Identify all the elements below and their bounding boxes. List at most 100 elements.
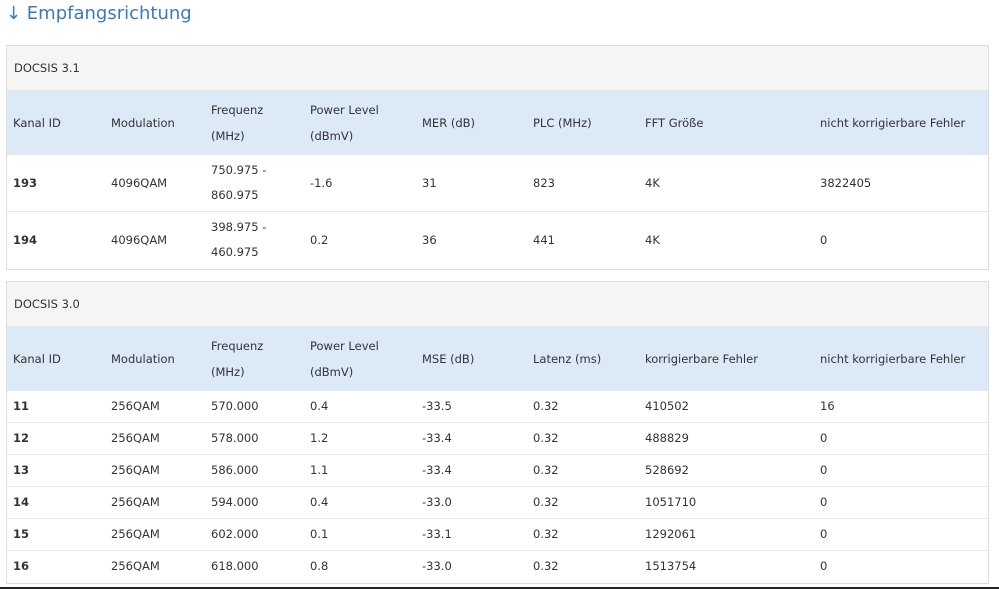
table-head: Kanal ID Modulation Frequenz (MHz) Power Le… (7, 91, 988, 155)
channel-row: 194 4096QAM 398.975 - 460.975 0.2 36 441 4K 0 (7, 211, 988, 269)
header-row: Kanal ID Modulation Frequenz (MHz) Power Le… (7, 327, 988, 391)
cell: 0 (814, 486, 988, 519)
section-title: ↓ Empfangsrichtung (6, 3, 192, 24)
column-header: Modulation (105, 327, 205, 391)
cell: 0.2 (304, 211, 416, 269)
cell: 13 (7, 454, 105, 487)
cell: 16 (814, 390, 988, 423)
column-header: Frequenz (MHz) (205, 91, 304, 155)
cell: 31 (416, 154, 527, 212)
channel-row: 15 256QAM 602.000 0.1 -33.1 0.32 1292061 0 (7, 518, 988, 551)
cell: 0.32 (527, 390, 639, 423)
column-header: PLC (MHz) (527, 91, 639, 155)
column-header: Latenz (ms) (527, 327, 639, 391)
cell: 594.000 (205, 486, 304, 519)
cell: 1292061 (639, 518, 814, 551)
table-panel: DOCSIS 3.1 Kanal ID Modulation Frequenz (MH… (6, 45, 989, 270)
cell: 410502 (639, 390, 814, 423)
cell: 0.32 (527, 550, 639, 583)
channel-row: 12 256QAM 578.000 1.2 -33.4 0.32 488829 0 (7, 422, 988, 455)
cell: -33.4 (416, 454, 527, 487)
cell: 0 (814, 518, 988, 551)
cell: 618.000 (205, 550, 304, 583)
cell: 14 (7, 486, 105, 519)
cell: 1051710 (639, 486, 814, 519)
cell: 11 (7, 390, 105, 423)
table-body: 193 4096QAM 750.975 - 860.975 -1.6 31 823 4K 38… (7, 154, 988, 269)
cell: -33.4 (416, 422, 527, 455)
table-caption: DOCSIS 3.1 (7, 46, 988, 91)
cell: 823 (527, 154, 639, 212)
cell: 12 (7, 422, 105, 455)
table-head: Kanal ID Modulation Frequenz (MHz) Power Le… (7, 327, 988, 391)
cell: 4K (639, 154, 814, 212)
channel-row: 11 256QAM 570.000 0.4 -33.5 0.32 410502 16 (7, 390, 988, 423)
cell: 0 (814, 422, 988, 455)
column-header: korrigierbare Fehler (639, 327, 814, 391)
channel-row: 16 256QAM 618.000 0.8 -33.0 0.32 1513754 0 (7, 550, 988, 583)
channel-row: 193 4096QAM 750.975 - 860.975 -1.6 31 823 4K 38… (7, 154, 988, 212)
cell: 570.000 (205, 390, 304, 423)
cell: 0.4 (304, 390, 416, 423)
cell: 256QAM (105, 390, 205, 423)
cell: 0 (814, 550, 988, 583)
cell: 578.000 (205, 422, 304, 455)
cell: 4K (639, 211, 814, 269)
column-header: MSE (dB) (416, 327, 527, 391)
cell: 15 (7, 518, 105, 551)
cell: 4096QAM (105, 211, 205, 269)
cell: 256QAM (105, 550, 205, 583)
cell: 441 (527, 211, 639, 269)
channel-row: 13 256QAM 586.000 1.1 -33.4 0.32 528692 0 (7, 454, 988, 487)
cell: 194 (7, 211, 105, 269)
cell: 398.975 - 460.975 (205, 211, 304, 269)
data-table: Kanal ID Modulation Frequenz (MHz) Power Le… (7, 327, 988, 583)
header-row: Kanal ID Modulation Frequenz (MHz) Power Le… (7, 91, 988, 155)
cell: 1.1 (304, 454, 416, 487)
cell: 586.000 (205, 454, 304, 487)
cell: 0.32 (527, 518, 639, 551)
cell: 3822405 (814, 154, 988, 212)
cell: 193 (7, 154, 105, 212)
column-header: MER (dB) (416, 91, 527, 155)
cell: 0.32 (527, 422, 639, 455)
cell: 16 (7, 550, 105, 583)
cell: 4096QAM (105, 154, 205, 212)
cell: 256QAM (105, 518, 205, 551)
column-header: nicht korrigierbare Fehler (814, 91, 988, 155)
cell: -33.0 (416, 486, 527, 519)
cell: 488829 (639, 422, 814, 455)
column-header: nicht korrigierbare Fehler (814, 327, 988, 391)
cell: 0.4 (304, 486, 416, 519)
cell: 1513754 (639, 550, 814, 583)
cell: 36 (416, 211, 527, 269)
channel-row: 14 256QAM 594.000 0.4 -33.0 0.32 1051710 0 (7, 486, 988, 519)
column-header: Kanal ID (7, 91, 105, 155)
table-panel: DOCSIS 3.0 Kanal ID Modulation Frequenz (MH… (6, 281, 989, 584)
cell: 0 (814, 454, 988, 487)
cell: -33.5 (416, 390, 527, 423)
cell: -1.6 (304, 154, 416, 212)
table-body: 11 256QAM 570.000 0.4 -33.5 0.32 410502 16 12 256… (7, 390, 988, 583)
cell: 0.1 (304, 518, 416, 551)
column-header: FFT Größe (639, 91, 814, 155)
cell: 1.2 (304, 422, 416, 455)
cell: 0 (814, 211, 988, 269)
cell: 528692 (639, 454, 814, 487)
column-header: Modulation (105, 91, 205, 155)
cell: -33.1 (416, 518, 527, 551)
column-header: Frequenz (MHz) (205, 327, 304, 391)
cell: -33.0 (416, 550, 527, 583)
cell: 256QAM (105, 422, 205, 455)
column-header: Power Level (dBmV) (304, 91, 416, 155)
cell: 602.000 (205, 518, 304, 551)
column-header: Power Level (dBmV) (304, 327, 416, 391)
cell: 0.32 (527, 486, 639, 519)
data-table: Kanal ID Modulation Frequenz (MHz) Power Le… (7, 91, 988, 269)
table-caption: DOCSIS 3.0 (7, 282, 988, 327)
cell: 256QAM (105, 454, 205, 487)
cell: 750.975 - 860.975 (205, 154, 304, 212)
cell: 256QAM (105, 486, 205, 519)
cell: 0.8 (304, 550, 416, 583)
